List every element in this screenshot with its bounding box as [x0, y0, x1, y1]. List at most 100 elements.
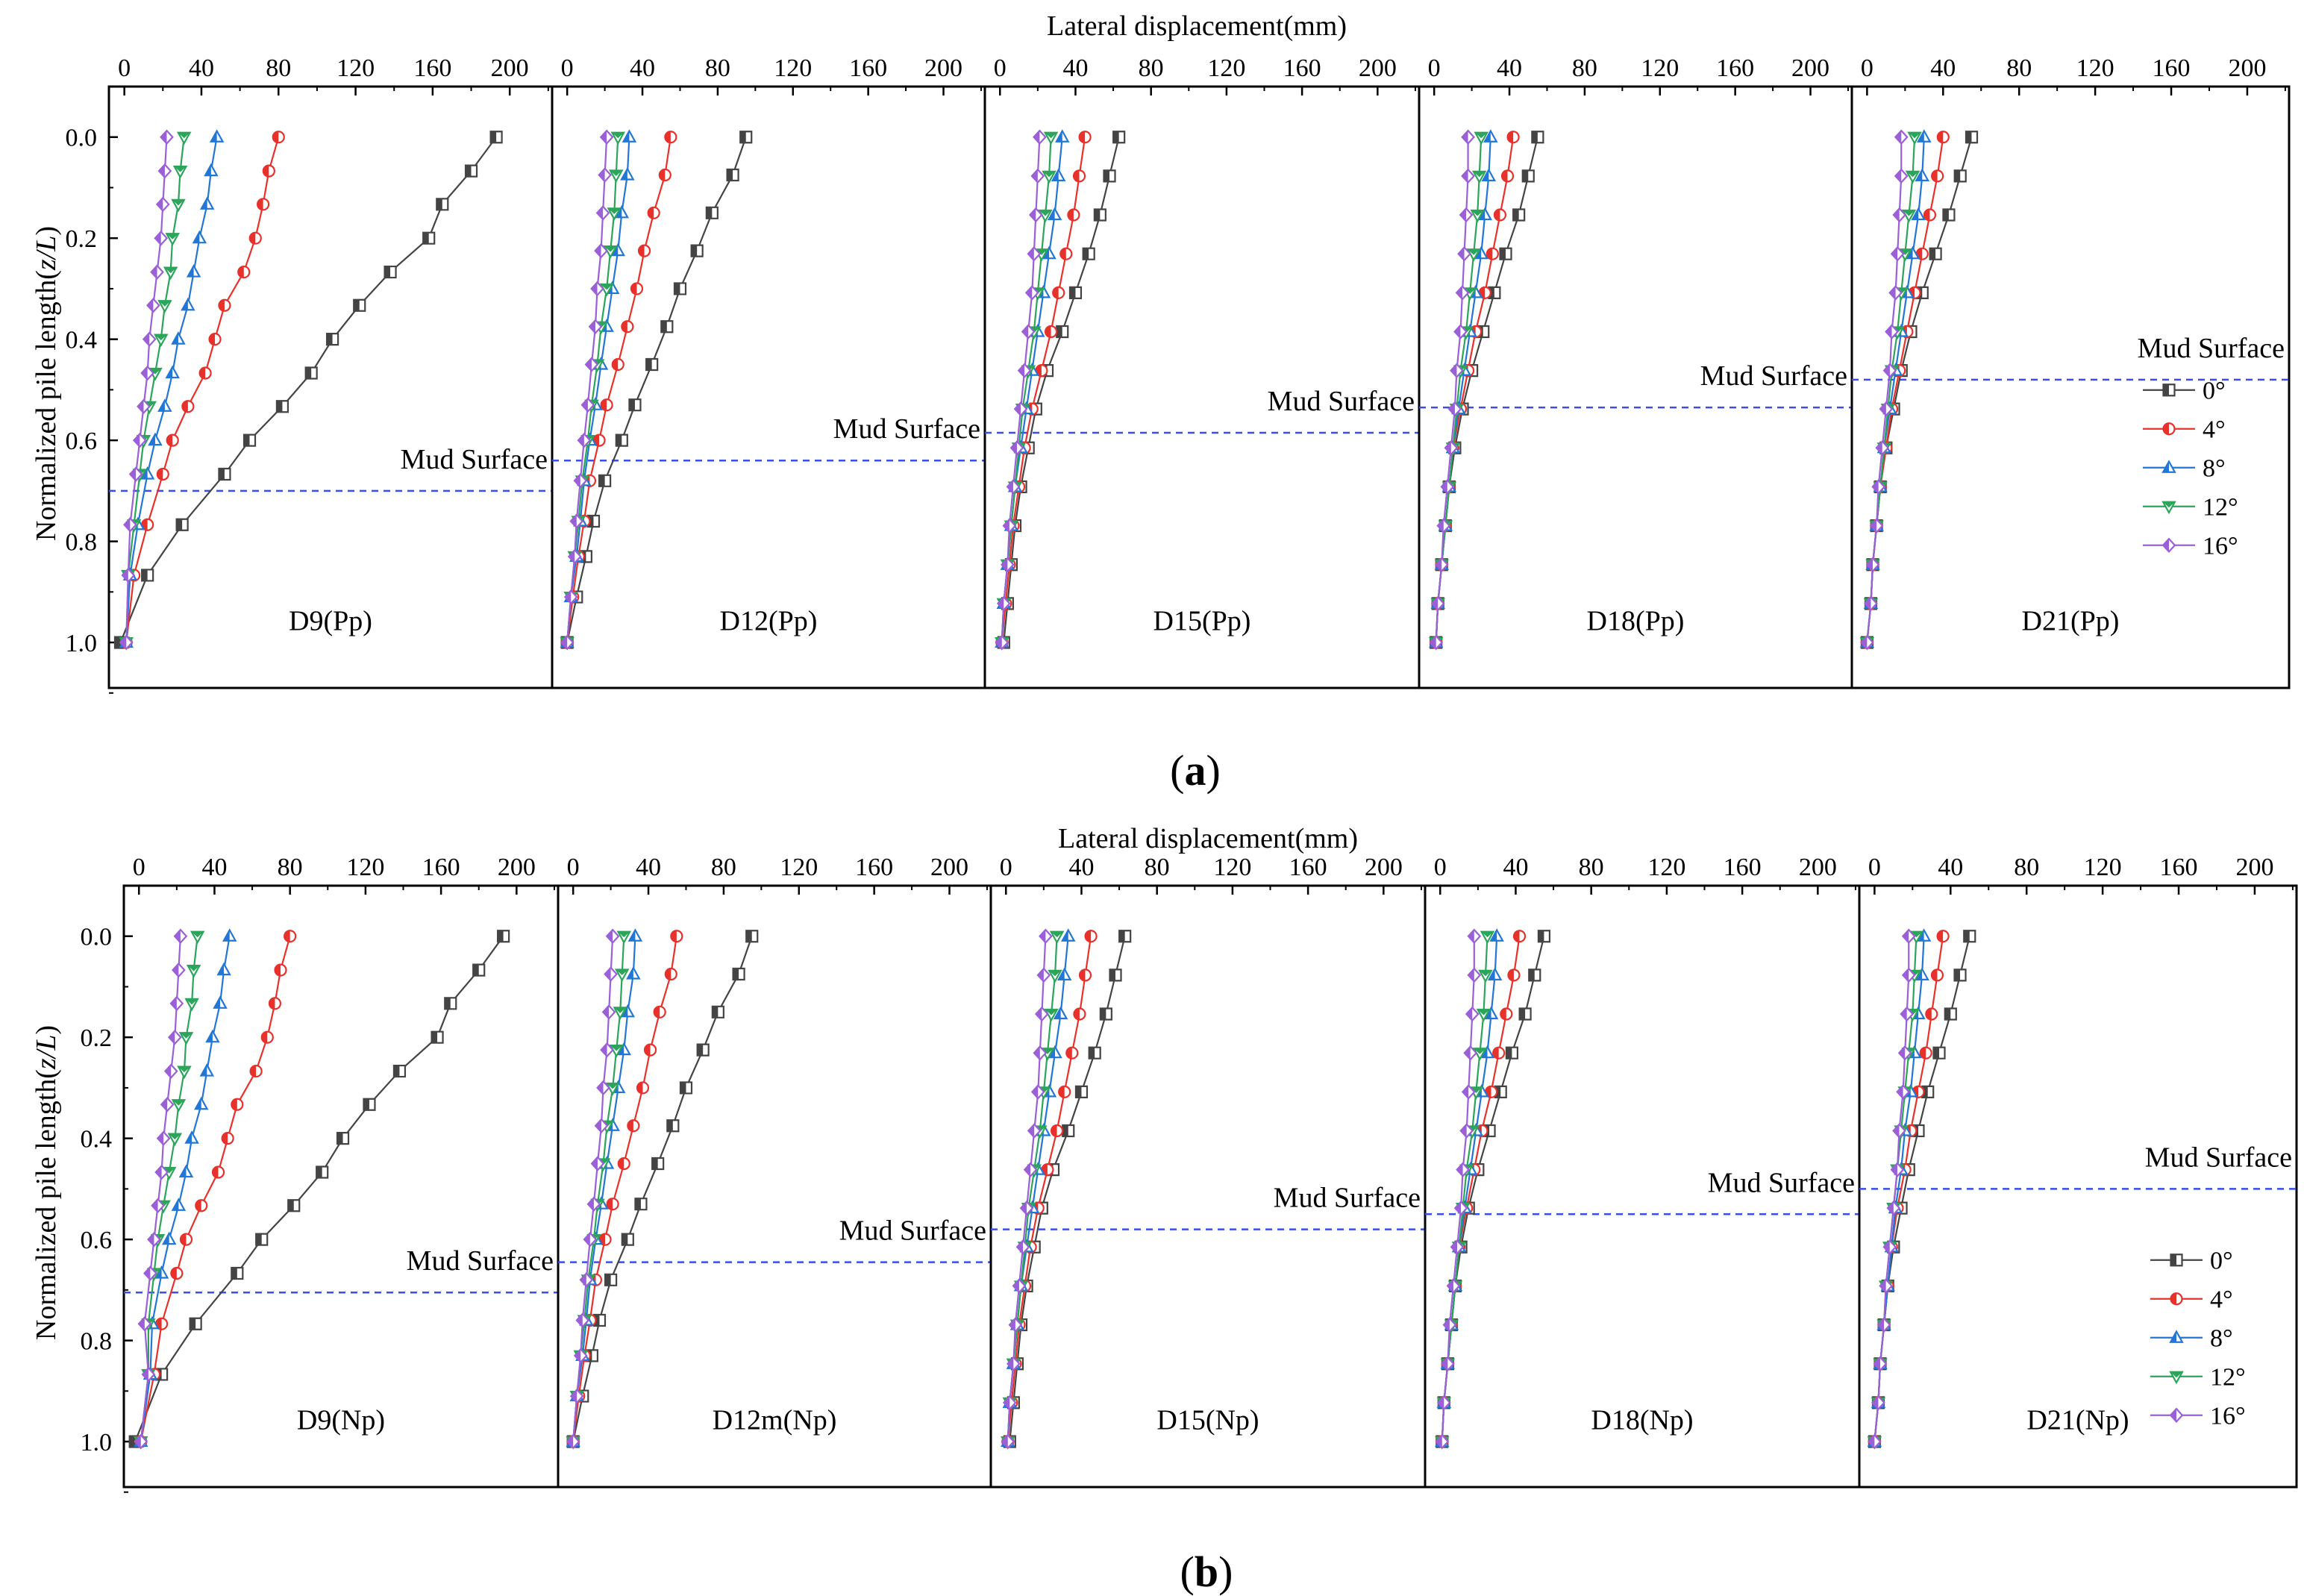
- data-point: [194, 1096, 209, 1110]
- data-point: [1455, 285, 1470, 301]
- data-point: [1456, 1162, 1470, 1177]
- data-point: [1061, 928, 1076, 942]
- data-point-fill: [170, 997, 177, 1010]
- data-point: [1894, 129, 1909, 145]
- data-point: [1093, 208, 1106, 222]
- data-point: [218, 298, 231, 312]
- x-tick-label: 80: [1572, 54, 1597, 82]
- data-point-fill: [1026, 286, 1033, 299]
- data-point: [637, 244, 651, 257]
- data-point: [268, 997, 282, 1010]
- data-point-fill: [186, 1132, 192, 1143]
- data-point: [1042, 170, 1056, 184]
- x-tick-label: 40: [1503, 854, 1528, 881]
- data-point-fill: [597, 206, 604, 219]
- x-tick-label: 80: [705, 54, 730, 82]
- x-tick-label: 120: [780, 854, 818, 881]
- legend-label: 0°: [2210, 1248, 2233, 1275]
- data-point: [208, 333, 222, 346]
- data-point-fill: [199, 367, 206, 379]
- data-point: [739, 131, 753, 144]
- data-point: [673, 282, 687, 295]
- data-point: [1521, 169, 1535, 183]
- data-point: [242, 434, 257, 447]
- data-point-fill: [612, 132, 624, 139]
- data-point: [605, 928, 620, 944]
- x-tick-label: 40: [1938, 854, 1963, 881]
- data-point: [664, 131, 677, 144]
- data-point-fill: [1468, 249, 1480, 255]
- data-point: [156, 467, 169, 481]
- data-point: [176, 131, 192, 145]
- data-point: [599, 129, 614, 145]
- data-point-fill: [1043, 171, 1055, 178]
- data-point-fill: [1944, 1008, 1951, 1020]
- data-point: [189, 1317, 202, 1330]
- data-point-fill: [1011, 441, 1018, 454]
- data-point-fill: [607, 1083, 619, 1089]
- data-point-fill: [599, 475, 605, 486]
- data-point: [155, 196, 170, 213]
- data-point: [575, 1312, 590, 1328]
- data-point: [601, 1004, 616, 1020]
- data-point-fill: [1053, 287, 1059, 298]
- data-point-fill: [445, 998, 451, 1010]
- data-point-fill: [231, 1267, 237, 1279]
- data-point-fill: [1872, 480, 1879, 494]
- data-point: [178, 1032, 194, 1045]
- data-point-fill: [191, 931, 204, 938]
- data-point: [696, 1043, 710, 1057]
- data-point: [1056, 325, 1069, 339]
- data-point: [1078, 131, 1092, 144]
- data-point: [1084, 930, 1098, 943]
- data-point: [363, 1098, 376, 1111]
- y-axis-title-suffix: ): [31, 226, 62, 236]
- data-point: [231, 1098, 244, 1111]
- legend-label: 4°: [2210, 1286, 2233, 1314]
- data-point: [211, 1165, 225, 1179]
- data-point: [647, 206, 660, 219]
- data-point-fill: [630, 283, 637, 295]
- data-point-fill: [1494, 209, 1500, 221]
- data-point: [1901, 928, 1916, 944]
- data-point-fill: [1887, 1201, 1894, 1215]
- x-tick-label: 40: [1068, 854, 1094, 881]
- data-point: [607, 207, 622, 221]
- data-point: [1907, 131, 1922, 145]
- data-point: [1099, 1007, 1112, 1021]
- data-point: [1467, 928, 1482, 944]
- y-tick-label: 0.6: [81, 1227, 113, 1254]
- data-point: [1871, 1395, 1885, 1411]
- data-point-fill: [1460, 208, 1467, 222]
- data-point: [1078, 968, 1092, 982]
- data-point: [609, 1045, 624, 1058]
- data-point: [1435, 1433, 1450, 1450]
- data-point-fill: [1085, 930, 1092, 942]
- data-point-fill: [151, 265, 157, 279]
- data-point: [1892, 207, 1907, 223]
- data-point: [181, 297, 195, 311]
- data-point-fill: [1444, 441, 1451, 454]
- data-point: [605, 1082, 620, 1096]
- mud-surface-label: Mud Surface: [1708, 1167, 1855, 1198]
- data-point-fill: [588, 1198, 594, 1211]
- data-point-fill: [172, 1100, 185, 1106]
- data-point-fill: [138, 1317, 145, 1330]
- data-point: [604, 1273, 618, 1286]
- panel-D21(Pp): 0 40 80 120 160 200 Mud Surface D21(Pp) 0° 4° 8° 12…: [1850, 54, 2291, 689]
- x-tick-label: 200: [930, 854, 968, 881]
- data-point-fill: [706, 207, 713, 219]
- data-point: [173, 928, 188, 944]
- data-point-fill: [176, 519, 183, 531]
- data-point-fill: [1897, 1085, 1903, 1098]
- data-point: [1052, 286, 1065, 299]
- data-point: [1103, 169, 1116, 183]
- data-point: [636, 1081, 650, 1095]
- data-point: [171, 1198, 187, 1211]
- data-point: [137, 1315, 152, 1332]
- x-tick-label: 0: [1428, 54, 1441, 82]
- data-point: [1459, 207, 1474, 223]
- data-point: [604, 966, 618, 982]
- panel-frame: [107, 85, 554, 689]
- data-point-fill: [1069, 287, 1076, 298]
